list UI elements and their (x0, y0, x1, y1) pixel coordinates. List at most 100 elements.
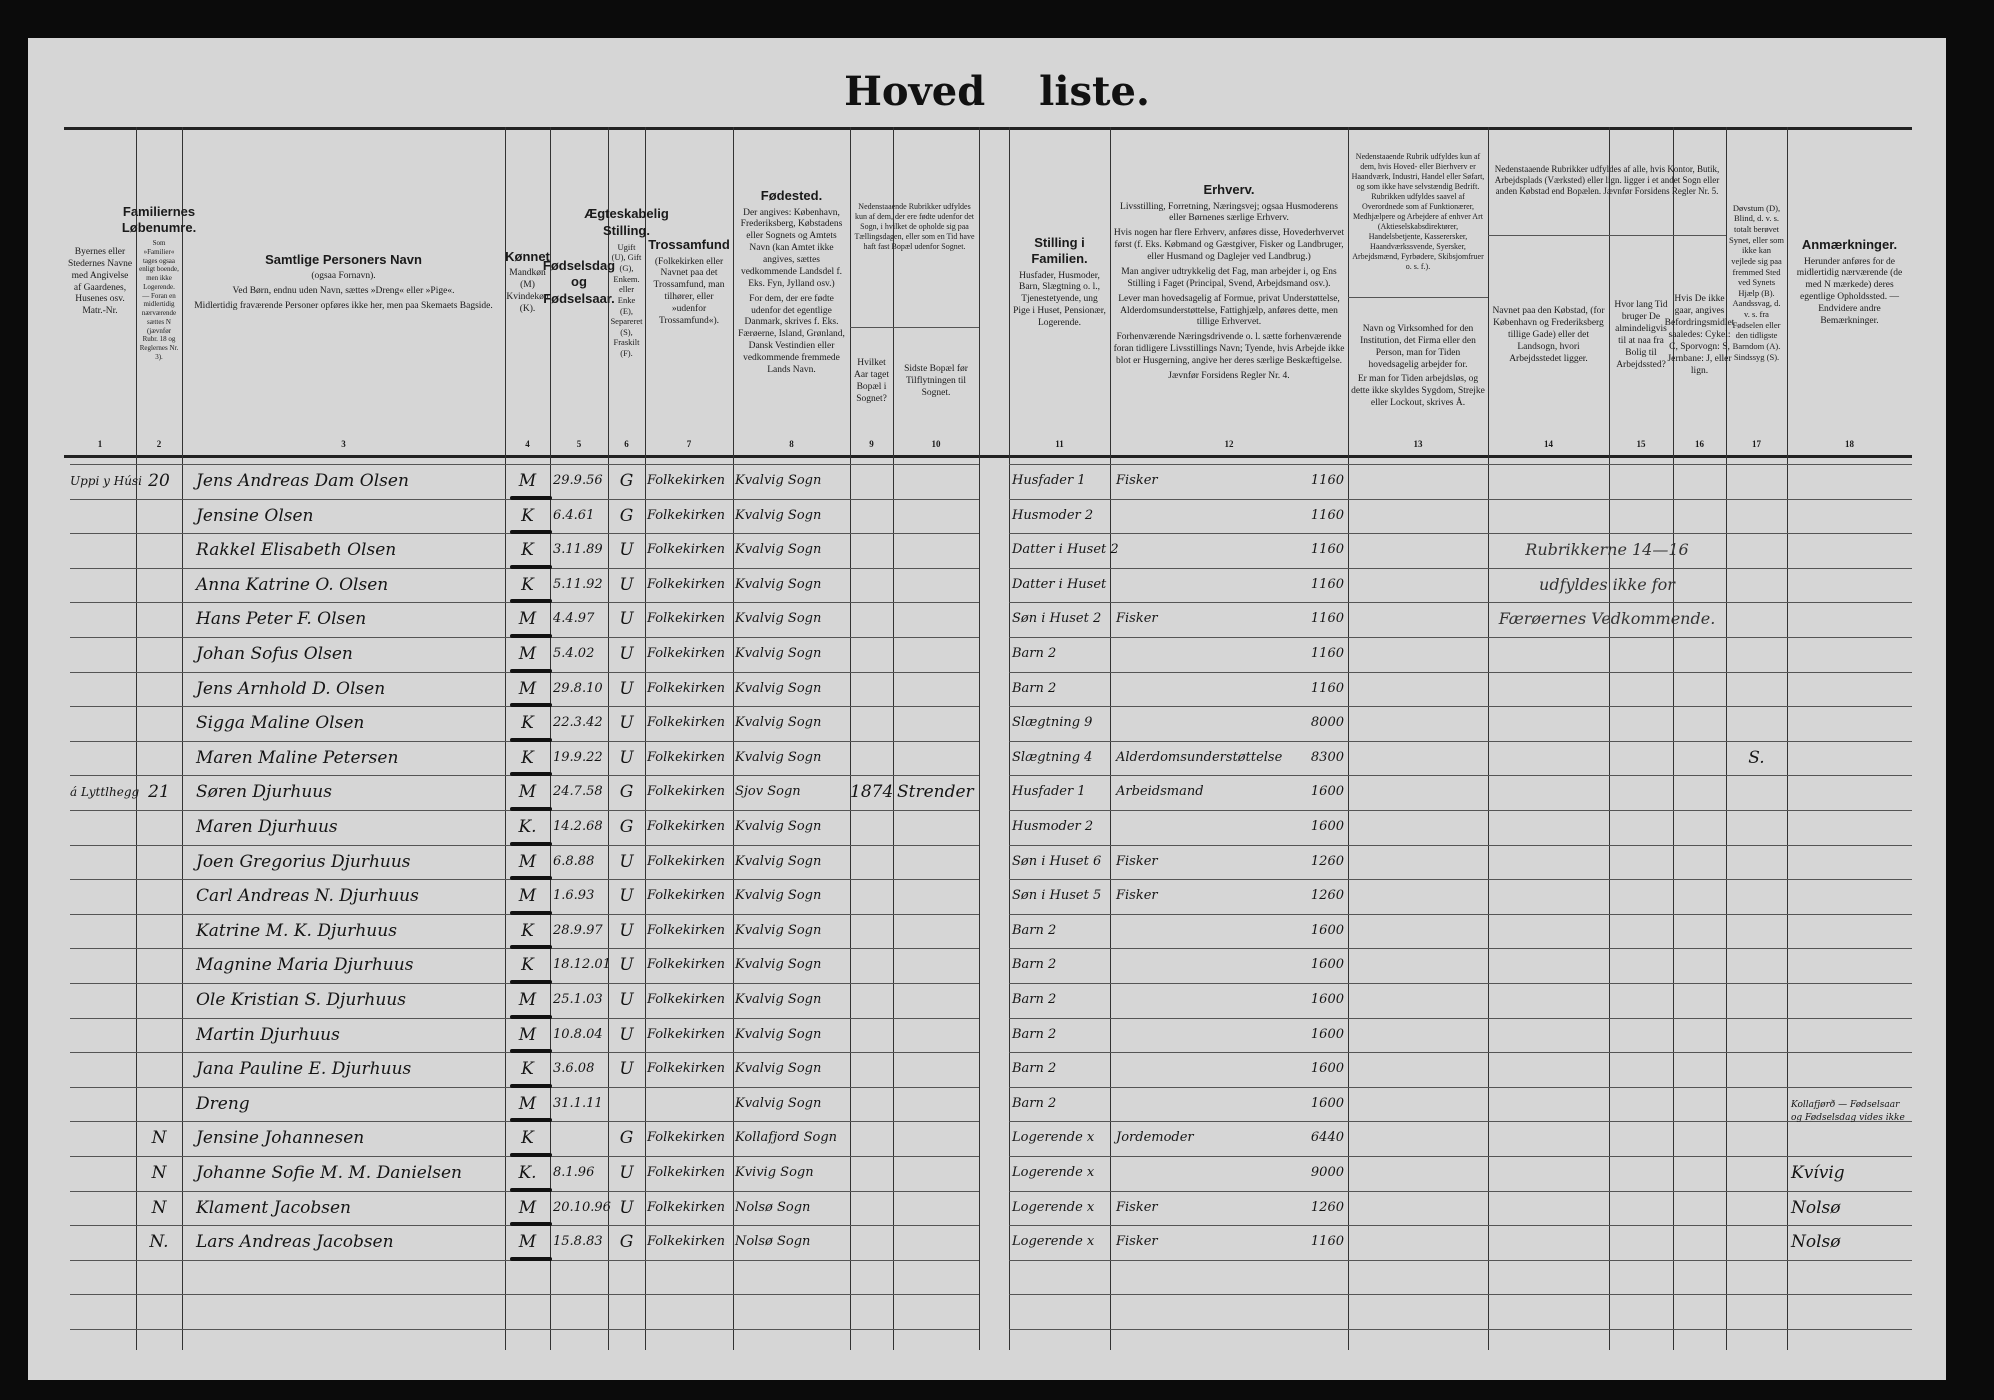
marital-status-cell: G (619, 471, 634, 491)
occupation-cell: Fisker (1116, 473, 1158, 488)
family-position-cell: Barn 2 (1012, 922, 1057, 938)
income-cell: 1160 (1310, 646, 1344, 661)
column-description: Forhenværende Næringsdrivende o. l. sætt… (1113, 332, 1345, 366)
family-number-cell: 20 (148, 471, 170, 491)
marital-status-cell: U (619, 574, 634, 595)
name-cell: Sigga Maline Olsen (196, 713, 365, 734)
sex-underline-mark (510, 945, 552, 950)
column-title: Fødselsdag og Fødselsaar. (542, 258, 616, 306)
birthplace-cell: Kvalvig Sogn (735, 1026, 822, 1042)
birthplace-cell: Kvalvig Sogn (735, 888, 822, 904)
name-cell: Ole Kristian S. Djurhuus (196, 990, 406, 1010)
birthplace-cell: Kvalvig Sogn (735, 680, 822, 696)
column-description: Sidste Bopæl før Tilflytningen til Sogne… (904, 364, 968, 398)
name-cell: Johanne Sofie M. M. Danielsen (196, 1163, 462, 1183)
column-number: 8 (789, 439, 794, 449)
birth-date-cell: 3.6.08 (553, 1061, 595, 1077)
column-rule (1110, 127, 1111, 1350)
row-rule (1009, 1225, 1912, 1227)
birthplace-cell: Kvalvig Sogn (735, 576, 822, 592)
income-cell: 1160 (1310, 1234, 1344, 1250)
row-rule (1009, 1294, 1912, 1296)
header-group-13: Nedenstaaende Rubrik udfyldes kun af dem… (1348, 131, 1488, 295)
column-description: (ogsaa Fornavn). (311, 271, 376, 282)
header-column-1: Byernes eller Stedernes Navne med Angive… (64, 131, 136, 437)
column-number: 3 (341, 439, 346, 449)
religion-cell: Folkekirken (647, 819, 726, 834)
sex-underline-mark (510, 703, 552, 708)
family-position-cell: Husfader 1 (1012, 784, 1086, 800)
birth-date-cell: 24.7.58 (553, 784, 603, 800)
marital-status-cell: G (619, 817, 634, 837)
sex-underline-mark (510, 737, 552, 742)
religion-cell: Folkekirken (647, 507, 726, 523)
column-rule (979, 127, 980, 1350)
family-position-cell: Barn 2 (1012, 1061, 1057, 1077)
birth-date-cell: 6.4.61 (553, 507, 595, 523)
sex-cell: M (518, 609, 537, 630)
header-column-3: Samtlige Personers Navn (ogsaa Fornavn). V… (182, 131, 505, 437)
religion-cell: Folkekirken (647, 853, 726, 869)
birth-date-cell: 18.12.01 (553, 957, 611, 973)
header-column-13: Navn og Virksomhed for den Institution, … (1348, 300, 1488, 437)
family-position-cell: Søn i Huset 5 (1012, 888, 1102, 904)
column-description: Man angiver udtrykkelig det Fag, man arb… (1121, 266, 1337, 289)
column-description: Midlertidig fraværende Personer opføres … (194, 301, 493, 312)
family-position-cell: Slægtning 4 (1012, 749, 1093, 765)
family-number-cell: 21 (148, 782, 170, 803)
family-position-cell: Husfader 1 (1012, 473, 1086, 488)
name-cell: Rakkel Elisabeth Olsen (196, 540, 397, 561)
row-rule (1009, 567, 1912, 569)
family-number-cell: N (151, 1128, 167, 1149)
marital-status-cell: U (619, 1024, 634, 1045)
column-number: 12 (1224, 439, 1234, 449)
birth-date-cell: 4.4.97 (553, 611, 595, 627)
family-position-cell: Datter i Huset (1012, 576, 1107, 592)
column-number: 14 (1544, 439, 1553, 449)
column-title: Stilling i Familien. (1031, 235, 1088, 267)
row-rule (1009, 1156, 1912, 1157)
column-description: Byernes eller Stedernes Navne med Angive… (67, 246, 133, 317)
income-cell: 8300 (1310, 749, 1344, 765)
birthplace-cell: Nolsø Sogn (735, 1234, 811, 1250)
column-description: Livsstilling, Forretning, Næringsvej; og… (1120, 201, 1338, 224)
income-cell: 1600 (1310, 1026, 1344, 1042)
birthplace-cell: Kvalvig Sogn (735, 507, 822, 523)
income-cell: 1600 (1310, 784, 1344, 800)
family-position-cell: Barn 2 (1012, 1095, 1057, 1111)
sex-underline-mark (510, 668, 552, 673)
remarks-cell: Kollafjørð — Fødselsaar og Fødselsdag vi… (1791, 1100, 1905, 1124)
group-rule (850, 327, 979, 328)
occupation-cell: Jordemoder (1116, 1130, 1194, 1146)
sex-underline-mark (510, 807, 552, 811)
birthplace-cell: Nolsø Sogn (735, 1199, 811, 1215)
marital-status-cell: G (619, 1128, 634, 1149)
marital-status-cell: U (619, 1059, 634, 1080)
row-rule (1009, 671, 1912, 673)
sex-underline-mark (510, 841, 552, 846)
column-description: Er man for Tiden arbejdsløs, og dette ik… (1351, 374, 1485, 409)
name-cell: Jensine Johannesen (196, 1128, 365, 1149)
marital-status-cell: U (619, 540, 634, 561)
marital-status-cell: U (619, 678, 634, 699)
column-description: Mandkøn (M) Kvindekøn (K). (506, 268, 549, 314)
marital-status-cell: G (619, 1232, 634, 1253)
row-rule (1009, 879, 1912, 881)
income-cell: 1600 (1310, 992, 1344, 1007)
family-position-cell: Barn 2 (1012, 992, 1057, 1007)
header-column-2: Familiernes Løbenumre. Som »Familier« tag… (122, 131, 196, 437)
column-number: 7 (686, 439, 692, 449)
column-number: 4 (525, 439, 530, 449)
row-rule (1009, 844, 1912, 846)
sex-cell: M (518, 678, 537, 699)
column-description: Døvstum (D), Blind, d. v. s. totalt berø… (1729, 202, 1785, 362)
family-position-cell: Søn i Huset 2 (1012, 611, 1102, 627)
family-position-cell: Datter i Huset 2 (1012, 542, 1119, 558)
sex-cell: M (518, 1232, 537, 1253)
group-rule (1348, 297, 1488, 298)
header-column-8: Fødested. Der angives: København, Frederi… (733, 131, 850, 437)
marital-status-cell: U (619, 609, 634, 630)
column-description: Nedenstaaende Rubrik udfyldes kun af dem… (1351, 151, 1485, 271)
name-cell: Søren Djurhuus (196, 782, 332, 803)
birthplace-cell: Kvalvig Sogn (735, 611, 822, 627)
